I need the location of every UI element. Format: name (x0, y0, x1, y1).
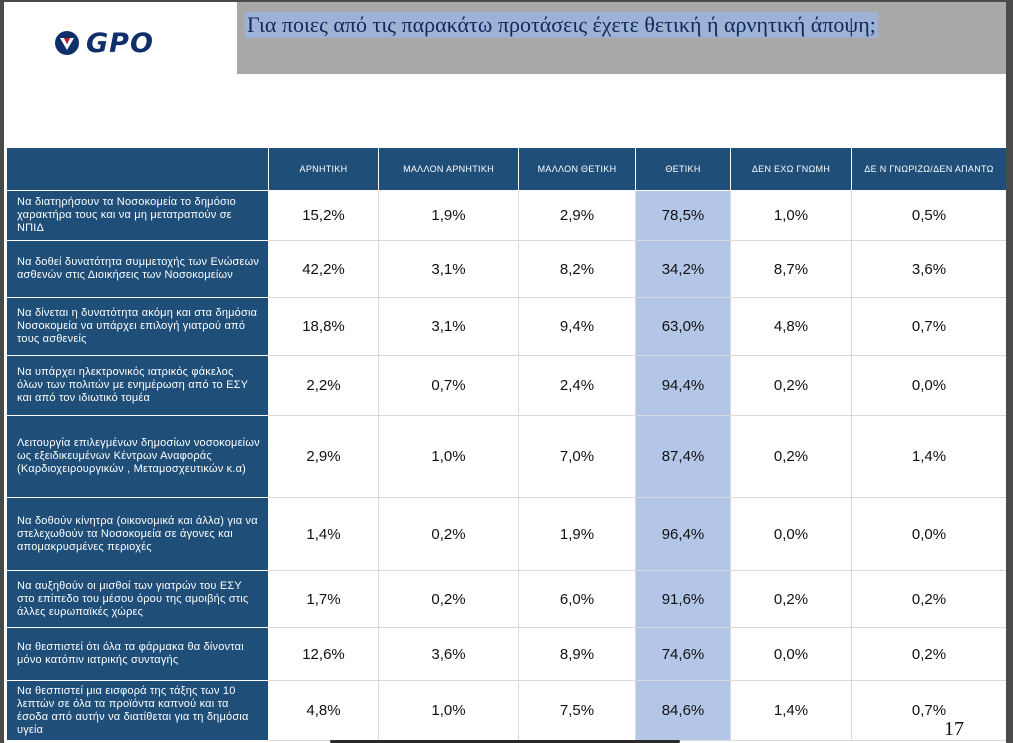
row-label: Να θεσπιστεί ότι όλα τα φάρμακα θα δίνον… (6, 627, 269, 681)
value-cell: 2,2% (268, 355, 379, 416)
value-cell: 84,6% (635, 680, 731, 741)
value-cell: 0,2% (378, 570, 519, 628)
value-cell: 1,4% (268, 497, 379, 571)
table-row: Να δίνεται η δυνατότητα ακόμη και στα δη… (6, 297, 1006, 356)
value-cell: 1,9% (378, 190, 519, 241)
survey-table: ΑΡΝΗΤΙΚΗ ΜΑΛΛΟΝ ΑΡΝΗΤΙΚΗ ΜΑΛΛΟΝ ΘΕΤΙΚΗ ΘΕΤΙ… (6, 147, 1006, 741)
value-cell: 74,6% (635, 627, 731, 681)
value-cell: 1,9% (518, 497, 636, 571)
value-cell: 7,0% (518, 415, 636, 498)
table-row: Να δοθεί δυνατότητα συμμετοχής των Ενώσε… (6, 240, 1006, 298)
value-cell: 0,2% (378, 497, 519, 571)
value-cell: 15,2% (268, 190, 379, 241)
logo-text: GPO (86, 27, 154, 59)
column-header: ΜΑΛΛΟΝ ΘΕΤΙΚΗ (518, 147, 636, 191)
value-cell: 1,4% (730, 680, 852, 741)
value-cell: 0,0% (851, 497, 1006, 571)
table-row: Να υπάρχει ηλεκτρονικός ιατρικός φάκελος… (6, 355, 1006, 416)
value-cell: 78,5% (635, 190, 731, 241)
value-cell: 3,6% (851, 240, 1006, 298)
row-label: Να δίνεται η δυνατότητα ακόμη και στα δη… (6, 297, 269, 356)
table-row: Να θεσπιστεί ότι όλα τα φάρμακα θα δίνον… (6, 627, 1006, 681)
table-row: Να δοθούν κίνητρα (οικονομικά και άλλα) … (6, 497, 1006, 571)
column-header: ΔΕΝ ΕΧΩ ΓΝΩΜΗ (730, 147, 852, 191)
value-cell: 1,0% (378, 415, 519, 498)
slide-title: Για ποιες από τις παρακάτω προτάσεις έχε… (245, 12, 878, 38)
row-label: Να δοθεί δυνατότητα συμμετοχής των Ενώσε… (6, 240, 269, 298)
value-cell: 8,9% (518, 627, 636, 681)
table-body: Να διατηρήσουν τα Νοσοκομεία το δημόσιο … (6, 190, 1006, 741)
value-cell: 94,4% (635, 355, 731, 416)
column-header: ΔΕ Ν ΓΝΩΡΙΖΩ/ΔΕΝ ΑΠΑΝΤΩ (851, 147, 1006, 191)
value-cell: 2,9% (518, 190, 636, 241)
table-header-row: ΑΡΝΗΤΙΚΗ ΜΑΛΛΟΝ ΑΡΝΗΤΙΚΗ ΜΑΛΛΟΝ ΘΕΤΙΚΗ ΘΕΤΙ… (6, 147, 1006, 191)
row-label: Να διατηρήσουν τα Νοσοκομεία το δημόσιο … (6, 190, 269, 241)
value-cell: 0,2% (730, 415, 852, 498)
title-box: Για ποιες από τις παρακάτω προτάσεις έχε… (237, 2, 1006, 74)
value-cell: 3,1% (378, 240, 519, 298)
table-row: Να θεσπιστεί μια εισφορά της τάξης των 1… (6, 680, 1006, 741)
value-cell: 0,7% (851, 680, 1006, 741)
value-cell: 3,6% (378, 627, 519, 681)
value-cell: 6,0% (518, 570, 636, 628)
value-cell: 12,6% (268, 627, 379, 681)
value-cell: 9,4% (518, 297, 636, 356)
value-cell: 96,4% (635, 497, 731, 571)
table-row: Να αυξηθούν οι μισθοί των γιατρών του ΕΣ… (6, 570, 1006, 628)
value-cell: 4,8% (268, 680, 379, 741)
table-row: Να διατηρήσουν τα Νοσοκομεία το δημόσιο … (6, 190, 1006, 241)
page-number: 17 (944, 718, 964, 740)
value-cell: 91,6% (635, 570, 731, 628)
column-header: ΑΡΝΗΤΙΚΗ (268, 147, 379, 191)
value-cell: 42,2% (268, 240, 379, 298)
value-cell: 0,0% (730, 627, 852, 681)
value-cell: 0,5% (851, 190, 1006, 241)
value-cell: 3,1% (378, 297, 519, 356)
value-cell: 8,2% (518, 240, 636, 298)
value-cell: 0,2% (851, 570, 1006, 628)
value-cell: 0,7% (378, 355, 519, 416)
table-row: Λειτουργία επιλεγμένων δημοσίων νοσοκομε… (6, 415, 1006, 498)
value-cell: 7,5% (518, 680, 636, 741)
header-label-cell (6, 147, 269, 191)
value-cell: 0,2% (730, 355, 852, 416)
value-cell: 0,2% (730, 570, 852, 628)
value-cell: 2,4% (518, 355, 636, 416)
gpo-v-logo-icon (55, 31, 79, 55)
value-cell: 0,7% (851, 297, 1006, 356)
row-label: Λειτουργία επιλεγμένων δημοσίων νοσοκομε… (6, 415, 269, 498)
row-label: Να αυξηθούν οι μισθοί των γιατρών του ΕΣ… (6, 570, 269, 628)
value-cell: 2,9% (268, 415, 379, 498)
value-cell: 1,0% (378, 680, 519, 741)
value-cell: 0,2% (851, 627, 1006, 681)
value-cell: 1,0% (730, 190, 852, 241)
scroll-indicator (330, 740, 680, 743)
row-label: Να υπάρχει ηλεκτρονικός ιατρικός φάκελος… (6, 355, 269, 416)
value-cell: 0,0% (730, 497, 852, 571)
row-label: Να θεσπιστεί μια εισφορά της τάξης των 1… (6, 680, 269, 741)
value-cell: 63,0% (635, 297, 731, 356)
column-header: ΘΕΤΙΚΗ (635, 147, 731, 191)
value-cell: 1,4% (851, 415, 1006, 498)
slide: GPO Για ποιες από τις παρακάτω προτάσεις… (4, 2, 1006, 743)
value-cell: 34,2% (635, 240, 731, 298)
value-cell: 0,0% (851, 355, 1006, 416)
value-cell: 1,7% (268, 570, 379, 628)
column-header: ΜΑΛΛΟΝ ΑΡΝΗΤΙΚΗ (378, 147, 519, 191)
value-cell: 87,4% (635, 415, 731, 498)
value-cell: 8,7% (730, 240, 852, 298)
gpo-logo: GPO (54, 27, 154, 59)
value-cell: 18,8% (268, 297, 379, 356)
row-label: Να δοθούν κίνητρα (οικονομικά και άλλα) … (6, 497, 269, 571)
value-cell: 4,8% (730, 297, 852, 356)
